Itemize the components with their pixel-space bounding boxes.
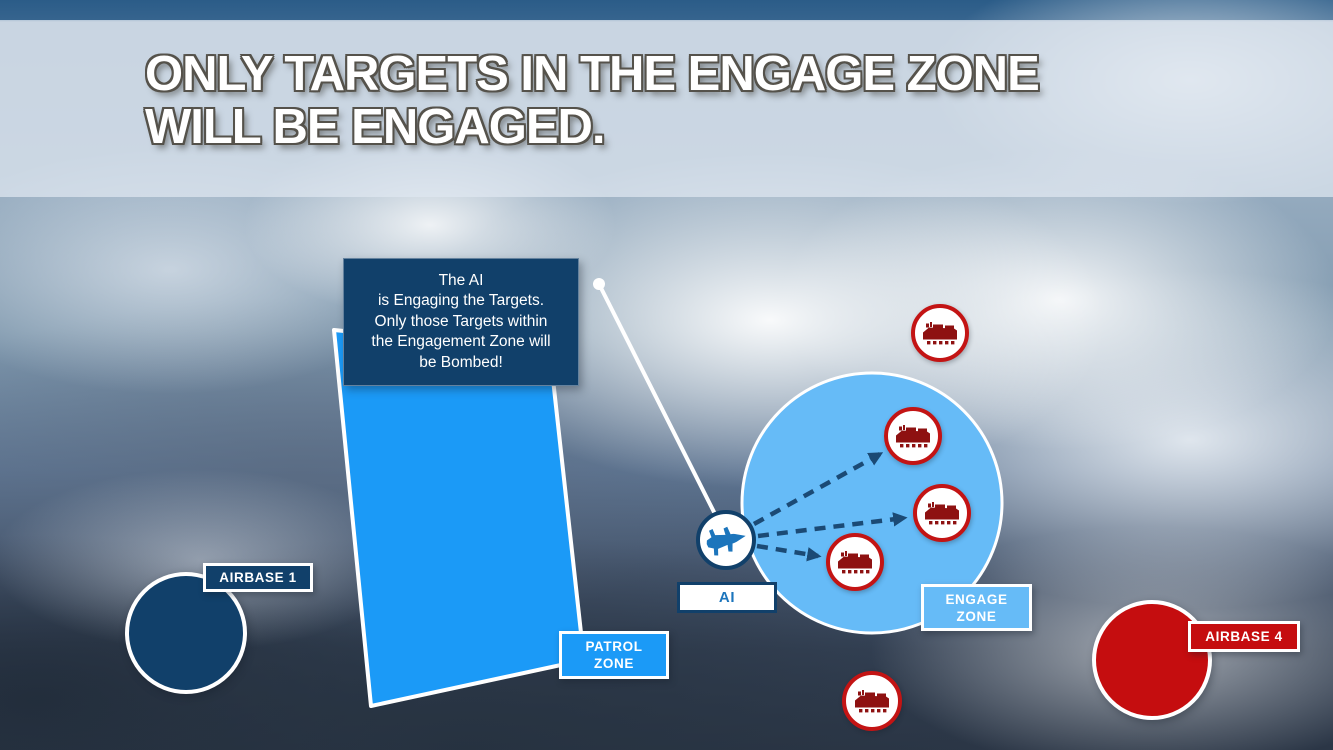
tank-target-icon — [893, 423, 933, 450]
engage-zone-label: ENGAGE ZONE — [921, 584, 1032, 631]
slide-title: ONLY TARGETS IN THE ENGAGE ZONE WILL BE … — [145, 47, 1040, 154]
tank-target-icon — [922, 500, 962, 527]
patrol-zone-label: PATROL ZONE — [559, 631, 669, 679]
target-in-zone-3 — [826, 533, 884, 591]
airbase-1-circle — [125, 572, 247, 694]
airbase-1-label: AIRBASE 1 — [203, 563, 313, 592]
callout-leader-dot — [593, 278, 605, 290]
target-in-zone-2 — [913, 484, 971, 542]
ai-unit-circle — [696, 510, 756, 570]
callout-text: The AI is Engaging the Targets. Only tho… — [371, 271, 551, 371]
callout-box: The AI is Engaging the Targets. Only tho… — [343, 258, 579, 386]
patrol-zone-shape — [332, 328, 586, 708]
fighter-jet-icon — [702, 518, 751, 562]
callout-leader-line — [597, 282, 718, 518]
ai-label: AI — [677, 582, 777, 613]
tank-target-icon — [835, 549, 875, 576]
engage-arrow-3 — [756, 543, 822, 562]
engage-arrow-2 — [757, 512, 908, 539]
tank-target-icon — [852, 688, 892, 715]
target-outside-zone-top — [911, 304, 969, 362]
engage-arrow-1 — [752, 452, 884, 526]
target-outside-zone-bottom — [842, 671, 902, 731]
airbase-4-circle — [1092, 600, 1212, 720]
title-banner — [0, 20, 1333, 197]
target-in-zone-1 — [884, 407, 942, 465]
tank-target-icon — [920, 320, 960, 347]
airbase-4-label: AIRBASE 4 — [1188, 621, 1300, 652]
